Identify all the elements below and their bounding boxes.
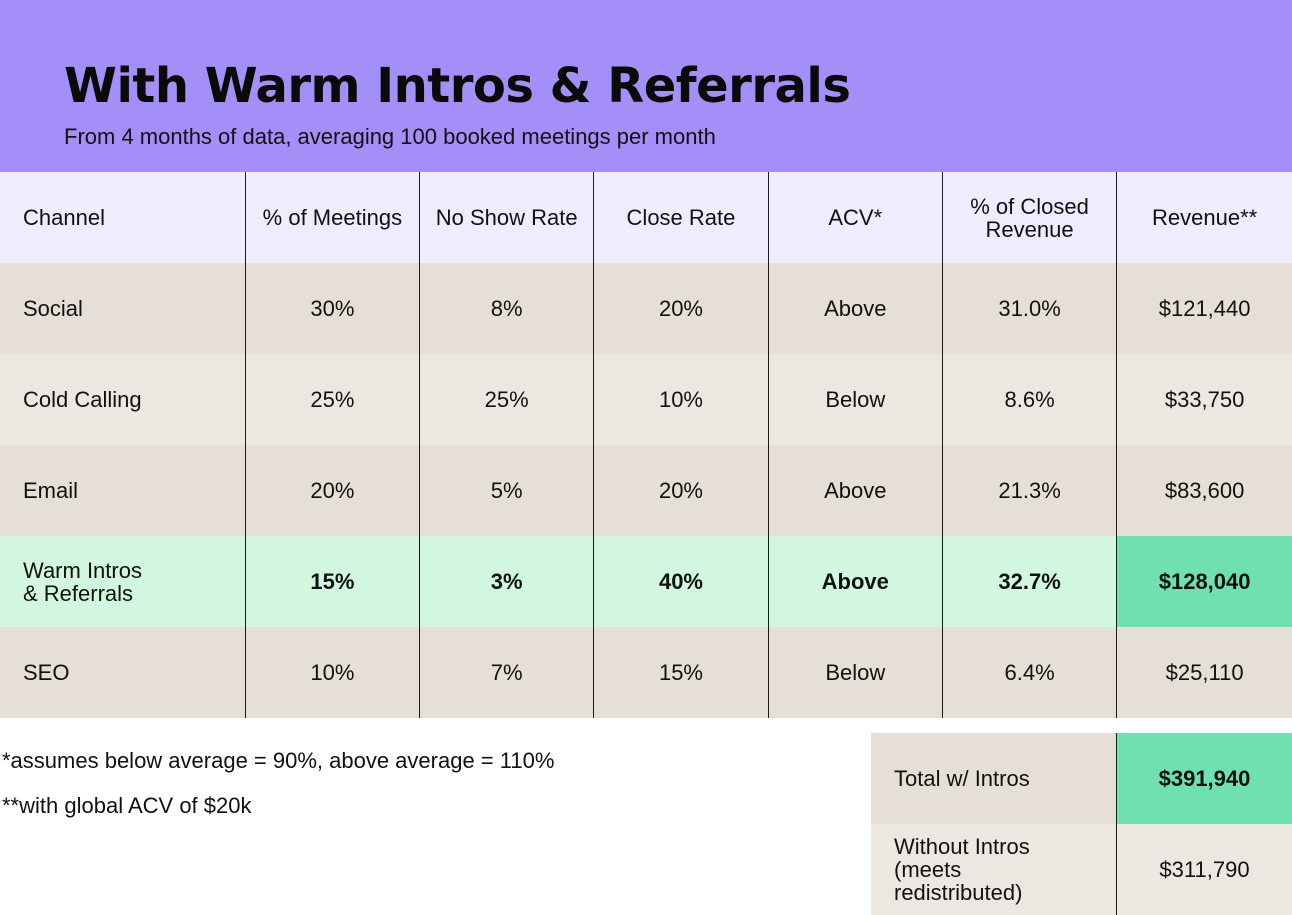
table-header-row: Channel % of Meetings No Show Rate Close… — [0, 172, 1292, 263]
total-with-intros-value: $391,940 — [1117, 733, 1292, 824]
revenue-cell: $83,600 — [1164, 478, 1245, 503]
table-row: Cold Calling 25% 25% 10% Below 8.6% $33,… — [0, 354, 1292, 445]
channel-table: Channel % of Meetings No Show Rate Close… — [0, 172, 1292, 718]
table-row: Email 20% 5% 20% Above 21.3% $83,600 — [0, 445, 1292, 536]
table-row: SEO 10% 7% 15% Below 6.4% $25,110 — [0, 627, 1292, 718]
column-header-channel: Channel — [0, 172, 246, 263]
total-without-intros-row: Without Intros (meets redistributed) $31… — [871, 824, 1292, 915]
meetings-cell: 20% — [246, 445, 421, 536]
acv-cell: Below — [769, 354, 943, 445]
close-rate-cell: 40% — [594, 536, 769, 627]
total-with-intros-row: Total w/ Intros $391,940 — [871, 733, 1292, 824]
revenue-cell: $121,440 — [1158, 296, 1251, 321]
column-header-acv: ACV* — [769, 172, 943, 263]
revenue-cell-highlighted: $128,040 — [1117, 536, 1292, 627]
close-rate-cell: 20% — [594, 445, 769, 536]
revenue-cell: $33,750 — [1164, 387, 1245, 412]
channel-cell: SEO — [0, 627, 246, 718]
acv-cell: Below — [769, 627, 943, 718]
total-with-intros-label: Total w/ Intros — [871, 733, 1117, 824]
meetings-cell: 25% — [246, 354, 421, 445]
meetings-cell: 10% — [246, 627, 421, 718]
totals-table: Total w/ Intros $391,940 Without Intros … — [871, 733, 1292, 915]
table-row: Social 30% 8% 20% Above 31.0% $121,440 — [0, 263, 1292, 354]
acv-cell: Above — [769, 445, 943, 536]
column-header-meetings: % of Meetings — [246, 172, 421, 263]
no-show-cell: 3% — [420, 536, 595, 627]
acv-cell: Above — [769, 263, 943, 354]
closed-revenue-cell: 32.7% — [943, 536, 1118, 627]
closed-revenue-cell: 6.4% — [943, 627, 1118, 718]
channel-cell: Warm Intros & Referrals — [0, 536, 246, 627]
no-show-cell: 5% — [420, 445, 595, 536]
footnotes: *assumes below average = 90%, above aver… — [2, 748, 554, 838]
no-show-cell: 8% — [420, 263, 595, 354]
column-header-close-rate: Close Rate — [594, 172, 769, 263]
acv-cell: Above — [769, 536, 943, 627]
no-show-cell: 25% — [420, 354, 595, 445]
channel-cell: Social — [0, 263, 246, 354]
closed-revenue-cell: 31.0% — [943, 263, 1118, 354]
close-rate-cell: 15% — [594, 627, 769, 718]
column-header-closed-revenue: % of Closed Revenue — [943, 172, 1118, 263]
channel-cell: Email — [0, 445, 246, 536]
column-header-no-show: No Show Rate — [420, 172, 595, 263]
revenue-footnote: **with global ACV of $20k — [2, 793, 252, 818]
close-rate-cell: 20% — [594, 263, 769, 354]
no-show-cell: 7% — [420, 627, 595, 718]
header-banner: With Warm Intros & Referrals From 4 mont… — [0, 0, 1292, 172]
table-row-highlighted: Warm Intros & Referrals 15% 3% 40% Above… — [0, 536, 1292, 627]
page-subtitle: From 4 months of data, averaging 100 boo… — [64, 124, 716, 149]
acv-footnote: *assumes below average = 90%, above aver… — [2, 748, 555, 773]
channel-cell: Cold Calling — [0, 354, 246, 445]
total-without-intros-value: $311,790 — [1159, 856, 1250, 882]
page-title: With Warm Intros & Referrals — [64, 58, 851, 114]
closed-revenue-cell: 21.3% — [943, 445, 1118, 536]
meetings-cell: 30% — [246, 263, 421, 354]
revenue-cell: $25,110 — [1165, 660, 1244, 685]
closed-revenue-cell: 8.6% — [943, 354, 1118, 445]
total-without-intros-label: Without Intros (meets redistributed) — [871, 824, 1117, 915]
column-header-revenue: Revenue** — [1152, 205, 1258, 230]
close-rate-cell: 10% — [594, 354, 769, 445]
meetings-cell: 15% — [246, 536, 421, 627]
